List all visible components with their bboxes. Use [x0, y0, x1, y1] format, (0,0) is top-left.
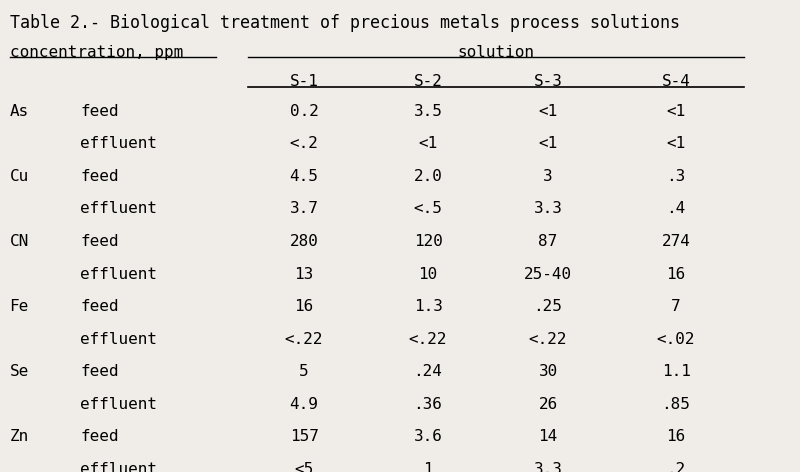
- Text: Table 2.- Biological treatment of precious metals process solutions: Table 2.- Biological treatment of precio…: [10, 14, 680, 32]
- Text: Fe: Fe: [10, 299, 29, 314]
- Text: 10: 10: [418, 267, 438, 282]
- Text: .36: .36: [414, 397, 442, 412]
- Text: 3: 3: [543, 169, 553, 184]
- Text: 0.2: 0.2: [290, 104, 318, 119]
- Text: S-1: S-1: [290, 74, 318, 89]
- Text: 25-40: 25-40: [524, 267, 572, 282]
- Text: .4: .4: [666, 202, 686, 217]
- Text: concentration, ppm: concentration, ppm: [10, 45, 183, 60]
- Text: <1: <1: [538, 104, 558, 119]
- Text: S-2: S-2: [414, 74, 442, 89]
- Text: 1: 1: [423, 462, 433, 472]
- Text: 157: 157: [290, 430, 318, 445]
- Text: S-4: S-4: [662, 74, 690, 89]
- Text: 3.7: 3.7: [290, 202, 318, 217]
- Text: Cu: Cu: [10, 169, 29, 184]
- Text: As: As: [10, 104, 29, 119]
- Text: 3.3: 3.3: [534, 462, 562, 472]
- Text: <.5: <.5: [414, 202, 442, 217]
- Text: feed: feed: [80, 169, 118, 184]
- Text: effluent: effluent: [80, 332, 157, 347]
- Text: 30: 30: [538, 364, 558, 379]
- Text: <.22: <.22: [409, 332, 447, 347]
- Text: S-3: S-3: [534, 74, 562, 89]
- Text: Se: Se: [10, 364, 29, 379]
- Text: <1: <1: [418, 136, 438, 152]
- Text: 16: 16: [294, 299, 314, 314]
- Text: .85: .85: [662, 397, 690, 412]
- Text: 26: 26: [538, 397, 558, 412]
- Text: <.02: <.02: [657, 332, 695, 347]
- Text: <5: <5: [294, 462, 314, 472]
- Text: feed: feed: [80, 364, 118, 379]
- Text: <.2: <.2: [290, 136, 318, 152]
- Text: 87: 87: [538, 234, 558, 249]
- Text: 13: 13: [294, 267, 314, 282]
- Text: feed: feed: [80, 104, 118, 119]
- Text: 4.5: 4.5: [290, 169, 318, 184]
- Text: .2: .2: [666, 462, 686, 472]
- Text: solution: solution: [458, 45, 534, 60]
- Text: <1: <1: [666, 136, 686, 152]
- Text: 3.6: 3.6: [414, 430, 442, 445]
- Text: 14: 14: [538, 430, 558, 445]
- Text: 3.5: 3.5: [414, 104, 442, 119]
- Text: <.22: <.22: [529, 332, 567, 347]
- Text: 5: 5: [299, 364, 309, 379]
- Text: effluent: effluent: [80, 397, 157, 412]
- Text: 16: 16: [666, 430, 686, 445]
- Text: 120: 120: [414, 234, 442, 249]
- Text: CN: CN: [10, 234, 29, 249]
- Text: 274: 274: [662, 234, 690, 249]
- Text: <.22: <.22: [285, 332, 323, 347]
- Text: 7: 7: [671, 299, 681, 314]
- Text: effluent: effluent: [80, 462, 157, 472]
- Text: 1.3: 1.3: [414, 299, 442, 314]
- Text: 280: 280: [290, 234, 318, 249]
- Text: effluent: effluent: [80, 136, 157, 152]
- Text: <1: <1: [538, 136, 558, 152]
- Text: Zn: Zn: [10, 430, 29, 445]
- Text: 16: 16: [666, 267, 686, 282]
- Text: 1.1: 1.1: [662, 364, 690, 379]
- Text: effluent: effluent: [80, 267, 157, 282]
- Text: feed: feed: [80, 299, 118, 314]
- Text: effluent: effluent: [80, 202, 157, 217]
- Text: .3: .3: [666, 169, 686, 184]
- Text: feed: feed: [80, 430, 118, 445]
- Text: 3.3: 3.3: [534, 202, 562, 217]
- Text: .25: .25: [534, 299, 562, 314]
- Text: 2.0: 2.0: [414, 169, 442, 184]
- Text: .24: .24: [414, 364, 442, 379]
- Text: feed: feed: [80, 234, 118, 249]
- Text: <1: <1: [666, 104, 686, 119]
- Text: 4.9: 4.9: [290, 397, 318, 412]
